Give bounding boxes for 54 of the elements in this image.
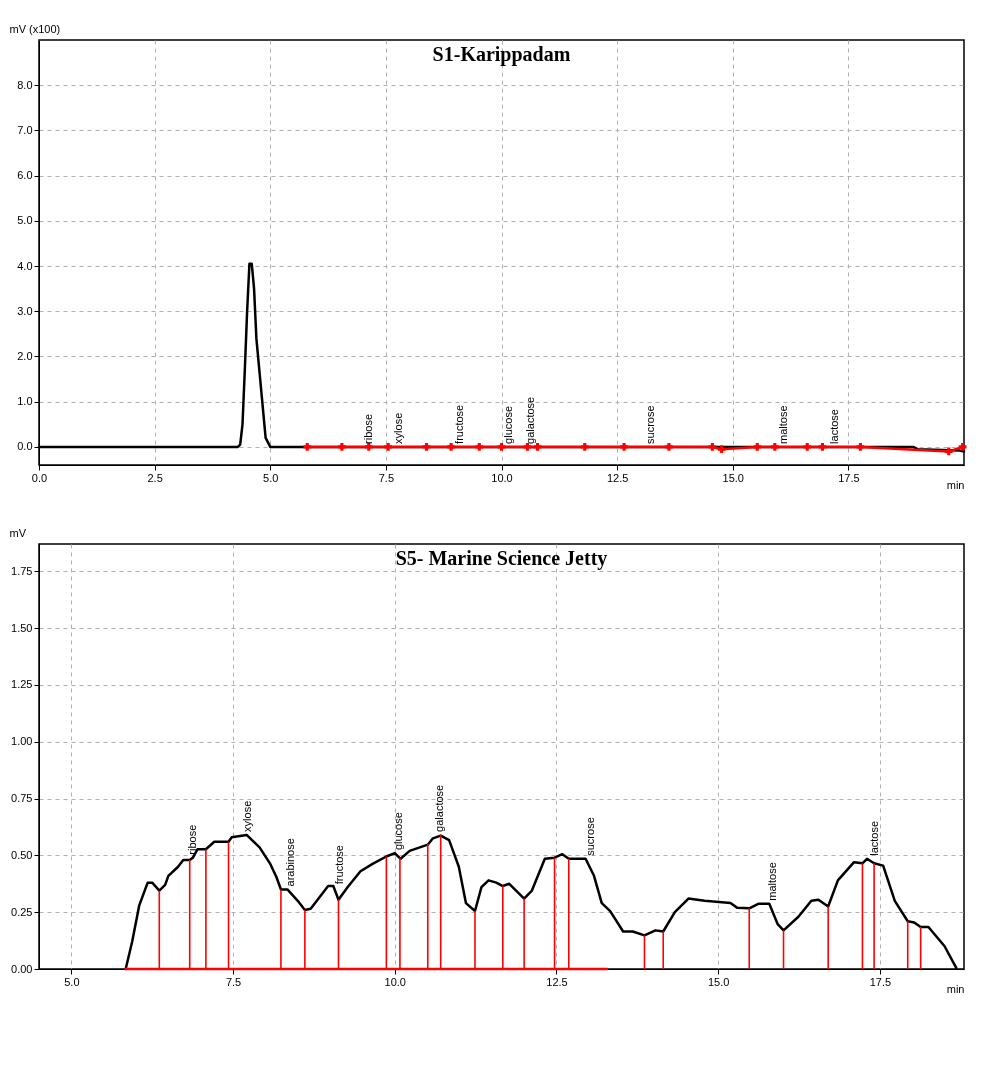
y-tick-label: 5.0 — [17, 214, 33, 227]
y-tick-label: 0.50 — [11, 848, 33, 861]
annotation: galactose — [433, 784, 446, 832]
annotation: galactose — [523, 396, 536, 444]
y-tick-label: 0.0 — [17, 440, 33, 453]
annotation: xylose — [392, 412, 405, 444]
x-tick-label: 7.5 — [378, 471, 395, 484]
y-tick-label: 6.0 — [17, 169, 33, 182]
y-tick-label: 1.75 — [11, 564, 33, 577]
chart-title: S1-Karippadam — [432, 43, 571, 66]
y-tick-label: 4.0 — [17, 259, 33, 272]
chart-title: S5- Marine Science Jetty — [395, 547, 608, 570]
annotation: ribose — [361, 413, 374, 444]
y-axis-title: mV — [9, 526, 27, 539]
y-tick-label: 0.00 — [11, 962, 33, 975]
annotation: maltose — [776, 405, 789, 444]
x-tick-label: 17.5 — [869, 975, 892, 988]
y-tick-label: 0.25 — [11, 905, 33, 918]
x-tick-label: 17.5 — [838, 471, 860, 484]
y-axis-title: mV (x100) — [9, 22, 61, 35]
annotation: fructose — [332, 845, 345, 885]
y-tick-label: 1.00 — [11, 735, 33, 748]
x-axis-title: min — [946, 982, 965, 995]
y-tick-label: 2.0 — [17, 349, 33, 362]
annotation: lactose — [827, 409, 840, 444]
x-tick-label: 15.0 — [722, 471, 744, 484]
x-tick-label: 5.0 — [64, 975, 80, 988]
x-tick-label: 2.5 — [147, 471, 163, 484]
annotation: glucose — [391, 812, 404, 851]
y-tick-label: 3.0 — [17, 304, 33, 317]
annotation: maltose — [765, 862, 778, 901]
annotation: sucrose — [643, 405, 656, 444]
annotation: ribose — [185, 824, 198, 855]
y-tick-label: 7.0 — [17, 123, 33, 136]
x-tick-label: 10.0 — [384, 975, 406, 988]
annotation: xylose — [240, 800, 253, 832]
y-tick-label: 1.0 — [17, 395, 33, 408]
annotation: sucrose — [583, 817, 596, 856]
x-axis-title: min — [946, 478, 965, 491]
x-tick-label: 7.5 — [225, 975, 242, 988]
x-tick-label: 5.0 — [263, 471, 279, 484]
x-tick-label: 15.0 — [707, 975, 730, 988]
x-tick-label: 10.0 — [491, 471, 513, 484]
y-tick-label: 8.0 — [17, 78, 33, 91]
annotation: lactose — [867, 820, 880, 856]
y-tick-label: 0.75 — [11, 792, 33, 805]
annotation: glucose — [502, 405, 515, 444]
annotation: fructose — [452, 404, 465, 444]
y-tick-label: 1.25 — [11, 678, 33, 691]
annotation: arabinose — [283, 838, 296, 887]
x-tick-label: 0.0 — [31, 471, 48, 484]
y-tick-label: 1.50 — [11, 621, 33, 634]
x-tick-label: 12.5 — [606, 471, 629, 484]
x-tick-label: 12.5 — [546, 975, 568, 988]
